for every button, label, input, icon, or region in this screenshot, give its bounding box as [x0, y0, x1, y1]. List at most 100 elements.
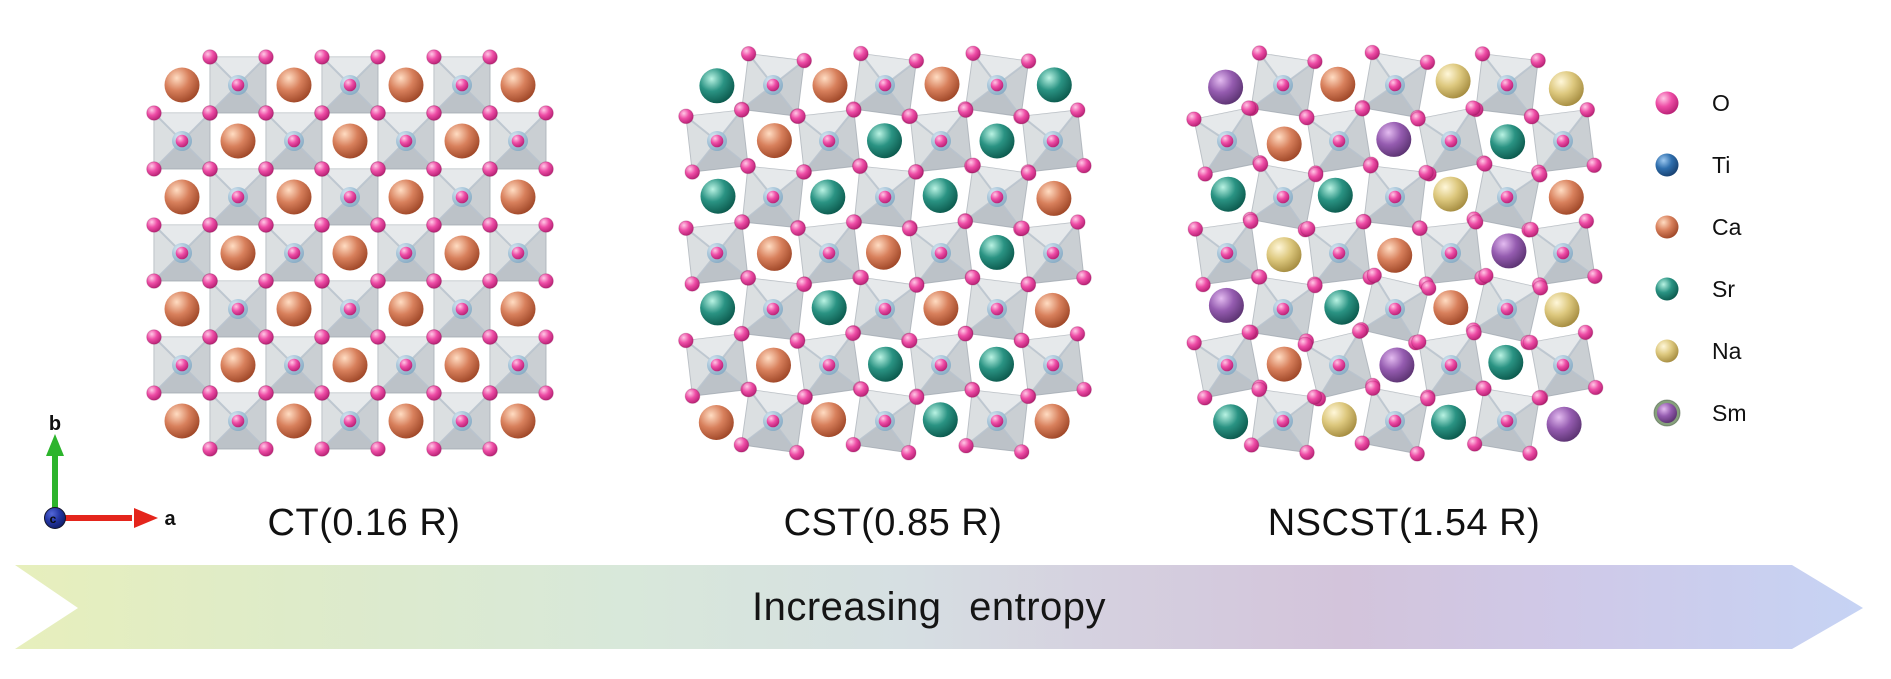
atom-O	[1046, 358, 1060, 372]
atom-O	[511, 246, 525, 260]
tio6-octahedron	[1021, 109, 1085, 173]
atom-O	[482, 385, 498, 401]
atom-Ca	[276, 291, 312, 327]
atom-O	[1410, 111, 1426, 127]
tio6-octahedron	[377, 224, 435, 282]
atom-O	[1020, 388, 1036, 405]
tio6-octahedron	[1529, 331, 1597, 399]
atom-Ca	[812, 67, 848, 103]
atom-O	[1444, 246, 1458, 260]
octahedra-layer	[685, 52, 1085, 454]
atom-O	[1013, 444, 1030, 460]
crystal-structure-ct	[146, 49, 554, 457]
atom-O	[314, 329, 330, 345]
tio6-octahedron	[209, 280, 267, 338]
atom-O	[1300, 220, 1316, 237]
atom-Na	[1266, 237, 1302, 273]
atom-O	[202, 105, 218, 121]
atom-O	[678, 220, 694, 236]
tio6-octahedron	[209, 168, 267, 226]
atom-O	[314, 217, 330, 233]
atom-O	[314, 105, 330, 121]
atom-O	[202, 441, 218, 457]
panel-label-ct: CT(0.16 R)	[267, 502, 461, 544]
tio6-octahedron	[1363, 165, 1427, 229]
atom-Sr	[1324, 289, 1360, 325]
atom-O	[790, 108, 806, 124]
tio6-octahedron	[1021, 333, 1085, 397]
atom-Sm	[1208, 69, 1244, 105]
atom-O	[852, 158, 868, 175]
atom-Ca	[1433, 290, 1469, 326]
tio6-octahedron	[1306, 108, 1372, 174]
atom-Na	[1433, 176, 1469, 212]
atom-O	[733, 326, 750, 342]
atom-O	[846, 102, 862, 118]
atom-O	[853, 269, 869, 286]
tio6-octahedron	[1360, 274, 1430, 344]
tio6-octahedron	[741, 53, 805, 117]
atom-O	[878, 78, 892, 92]
tio6-octahedron	[741, 165, 805, 229]
atom-O	[1556, 134, 1570, 148]
tio6-octahedron	[1361, 387, 1429, 455]
atom-O	[258, 329, 274, 345]
legend-item-O: O	[1652, 88, 1747, 118]
atom-O	[902, 108, 918, 124]
atom-O	[908, 53, 925, 69]
tio6-octahedron	[1193, 331, 1261, 399]
atom-O	[1587, 268, 1603, 285]
atom-O	[426, 49, 442, 65]
atom-O	[1587, 379, 1604, 396]
tio6-octahedron	[489, 336, 547, 394]
atom-Ca	[276, 67, 312, 103]
tio6-octahedron	[965, 277, 1029, 341]
atom-O	[678, 332, 694, 349]
legend-item-label: Sm	[1712, 399, 1747, 426]
atom-O	[907, 164, 924, 180]
tio6-octahedron	[685, 333, 749, 397]
atom-O	[734, 214, 750, 230]
oxygen-layer	[678, 45, 1092, 461]
atom-O	[1220, 358, 1234, 372]
atom-O	[314, 161, 330, 177]
atom-O	[146, 217, 162, 233]
tio6-octahedron	[741, 277, 805, 341]
atom-O	[258, 105, 274, 121]
atom-O	[710, 246, 724, 260]
atom-O	[1299, 444, 1315, 461]
atom-O	[399, 134, 413, 148]
tio6-octahedron	[377, 112, 435, 170]
atom-O	[1530, 52, 1546, 69]
atom-O	[1523, 221, 1539, 238]
b-axis-arrow	[52, 454, 58, 518]
atom-O	[1474, 46, 1491, 62]
atom-O	[231, 302, 245, 316]
atom-O	[878, 190, 892, 204]
atom-O	[146, 273, 162, 289]
tio6-octahedron	[1021, 221, 1085, 285]
atom-O	[964, 269, 981, 286]
atom-O	[908, 389, 925, 406]
atom-Sr	[922, 402, 958, 438]
c-axis-label: c	[50, 512, 57, 526]
tio6-octahedron	[852, 276, 918, 342]
tio6-octahedron	[1250, 52, 1316, 118]
atom-O	[511, 134, 525, 148]
atom-O	[426, 105, 442, 121]
atom-O	[202, 49, 218, 65]
atom-O	[796, 276, 812, 293]
atom-O	[741, 381, 757, 398]
atom-O	[740, 158, 756, 175]
atom-O	[1477, 156, 1493, 172]
atom-O	[1020, 276, 1037, 293]
atom-Ca	[500, 67, 536, 103]
atom-O	[733, 102, 750, 118]
atom-O	[822, 134, 836, 148]
atom-Ca	[698, 405, 734, 440]
atom-O	[1020, 53, 1037, 69]
atom-O	[965, 45, 981, 62]
legend-swatch-Sr-icon	[1655, 277, 1679, 301]
a-axis-arrow	[55, 515, 132, 521]
